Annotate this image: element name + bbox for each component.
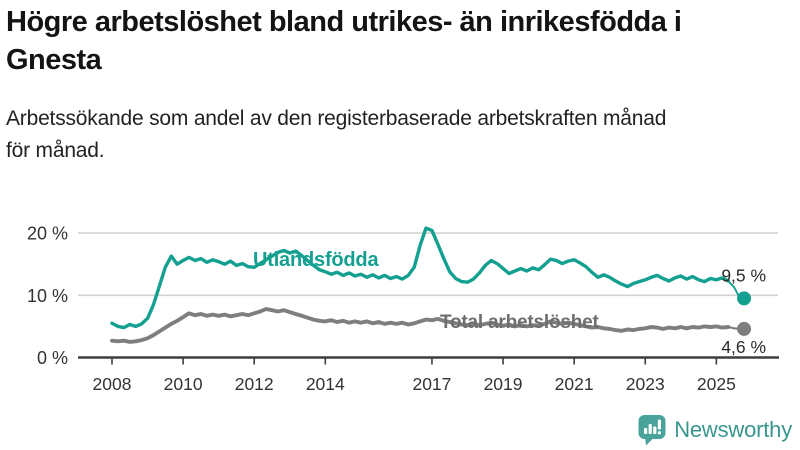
y-axis-tick-label: 0 % bbox=[37, 348, 68, 368]
header: Högre arbetslöshet bland utrikes- än inr… bbox=[6, 4, 796, 167]
line-chart: 0 % 10 % 20 % 2008 2010 2012 2014 2017 2019 2021 2… bbox=[27, 224, 779, 394]
x-axis-tick-label: 2012 bbox=[235, 374, 274, 394]
x-axis-tick-label: 2008 bbox=[93, 374, 132, 394]
end-dot-total-arbetsloshet bbox=[737, 321, 752, 336]
newsworthy-icon bbox=[638, 415, 666, 446]
x-axis-tick-label: 2017 bbox=[412, 374, 451, 394]
series-label-utlandsfodda: Utlandsfödda bbox=[253, 249, 379, 271]
series-tail-utlandsfodda bbox=[727, 280, 742, 300]
y-axis-tick-label: 20 % bbox=[27, 224, 68, 244]
x-axis-tick-label: 2010 bbox=[164, 374, 203, 394]
chart-title: Högre arbetslöshet bland utrikes- än inr… bbox=[6, 4, 796, 79]
end-dot-utlandsfodda bbox=[737, 291, 752, 306]
y-axis-tick-label: 10 % bbox=[27, 286, 68, 306]
newsworthy-wordmark: Newsworthy bbox=[674, 416, 792, 442]
end-value-label-utlandsfodda: 9,5 % bbox=[721, 265, 766, 285]
chart-subtitle-line2: för månad. bbox=[6, 139, 105, 163]
end-value-label-total-arbetsloshet: 4,6 % bbox=[721, 337, 766, 357]
chart-subtitle: Arbetssökande som andel av den registerb… bbox=[6, 103, 796, 167]
x-axis-tick-label: 2021 bbox=[555, 374, 594, 394]
series-line-utlandsfodda bbox=[110, 226, 730, 330]
x-axis-tick-label: 2019 bbox=[484, 374, 523, 394]
chart-title-line2: Gnesta bbox=[6, 43, 102, 76]
x-axis-tick-label: 2014 bbox=[306, 374, 345, 394]
x-axis-tick-label: 2023 bbox=[626, 374, 665, 394]
chart-subtitle-line1: Arbetssökande som andel av den registerb… bbox=[6, 107, 667, 131]
series-line-total-arbetsloshet bbox=[110, 307, 731, 344]
x-axis-tick-label: 2025 bbox=[697, 374, 736, 394]
chart-title-line1: Högre arbetslöshet bland utrikes- än inr… bbox=[6, 6, 682, 38]
newsworthy-logo[interactable]: Newsworthy bbox=[637, 413, 792, 446]
series-label-total-arbetsloshet: Total arbetslöshet bbox=[440, 312, 600, 333]
